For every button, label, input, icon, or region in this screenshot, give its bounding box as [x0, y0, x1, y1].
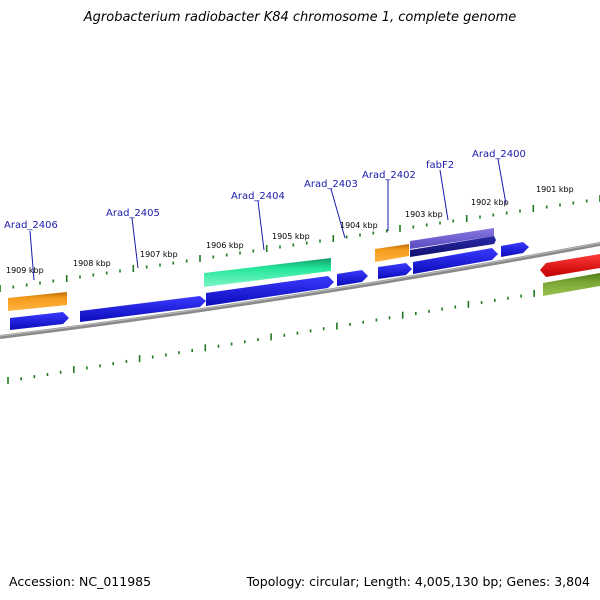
- feature-green[interactable]: [204, 258, 331, 287]
- leader-line: [131, 217, 139, 269]
- gene-label-fabf2[interactable]: fabF2: [426, 160, 454, 171]
- kbp-label: 1906 kbp: [206, 241, 244, 250]
- kbp-label: 1907 kbp: [140, 250, 178, 259]
- gene-arrow[interactable]: [413, 248, 498, 274]
- gene-label-arad-2402[interactable]: Arad_2402: [362, 170, 416, 181]
- leader-line: [439, 169, 449, 221]
- map-title: Agrobacterium radiobacter K84 chromosome…: [83, 10, 517, 25]
- outer-scale-ticks: [0, 195, 600, 292]
- leader-line: [29, 230, 35, 281]
- accession-text: Accession: NC_011985: [9, 574, 152, 589]
- chromosome-backbone-highlight: [0, 242, 600, 337]
- kbp-label: 1905 kbp: [272, 232, 310, 241]
- gene-label-arad-2403[interactable]: Arad_2403: [304, 179, 358, 190]
- kbp-label: 1901 kbp: [536, 185, 574, 194]
- gene-arrow[interactable]: [206, 276, 334, 306]
- gene-red-arrow[interactable]: [540, 254, 600, 277]
- kbp-label: 1908 kbp: [73, 259, 111, 268]
- gene-arrow[interactable]: [501, 242, 529, 257]
- genome-summary-text: Topology: circular; Length: 4,005,130 bp…: [246, 574, 590, 589]
- feature-purple[interactable]: [410, 228, 494, 249]
- gene-label-arad-2405[interactable]: Arad_2405: [106, 208, 160, 219]
- gene-arrow[interactable]: [10, 312, 69, 330]
- leader-line: [330, 188, 346, 239]
- inner-scale-ticks: [7, 279, 600, 384]
- gene-navy-arrow[interactable]: [410, 236, 496, 257]
- gene-label-arad-2400[interactable]: Arad_2400: [472, 149, 526, 160]
- kbp-label: 1909 kbp: [6, 266, 44, 275]
- kbp-label: 1904 kbp: [340, 221, 378, 230]
- gene-arrow[interactable]: [80, 296, 206, 322]
- feature-olive[interactable]: [543, 273, 600, 296]
- gene-label-arad-2404[interactable]: Arad_2404: [231, 191, 285, 202]
- feature-orange-right[interactable]: [375, 244, 409, 262]
- kbp-label: 1903 kbp: [405, 210, 443, 219]
- chromosome-backbone: [0, 242, 600, 339]
- gene-label-arad-2406[interactable]: Arad_2406: [4, 220, 58, 231]
- gene-arrow[interactable]: [378, 263, 412, 279]
- gene-arrow[interactable]: [337, 270, 368, 286]
- leader-line: [497, 158, 507, 205]
- leader-line: [257, 200, 265, 251]
- kbp-label: 1902 kbp: [471, 198, 509, 207]
- feature-orange-left[interactable]: [8, 292, 67, 311]
